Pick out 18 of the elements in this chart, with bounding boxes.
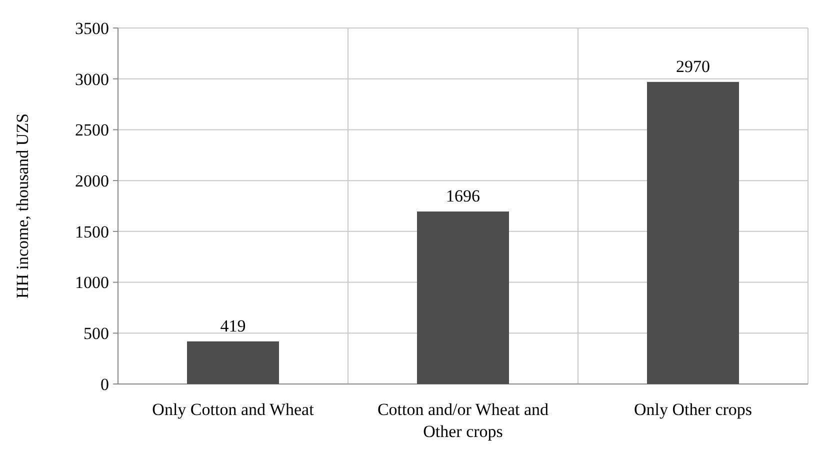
data-label: 2970 bbox=[676, 56, 710, 76]
y-tick-label: 1000 bbox=[75, 273, 109, 292]
y-tick-label: 1500 bbox=[75, 222, 109, 242]
data-label: 419 bbox=[220, 316, 246, 336]
y-tick-label: 2500 bbox=[75, 120, 109, 140]
x-tick-label: Cotton and/or Wheat and Other crops bbox=[377, 400, 550, 441]
y-tick-label: 500 bbox=[84, 324, 109, 344]
x-tick-label: Only Other crops bbox=[634, 400, 752, 419]
x-tick-label: Only Cotton and Wheat bbox=[152, 400, 314, 419]
bar bbox=[647, 82, 739, 384]
y-axis-title: HH income, thousand UZS bbox=[13, 113, 32, 299]
y-tick-label: 2000 bbox=[75, 172, 109, 191]
bar bbox=[417, 211, 509, 384]
y-tick-label: 0 bbox=[100, 374, 109, 394]
bar bbox=[187, 341, 279, 384]
data-label: 1696 bbox=[446, 186, 480, 206]
y-tick-label: 3500 bbox=[75, 18, 109, 38]
y-tick-label: 3000 bbox=[75, 70, 109, 89]
